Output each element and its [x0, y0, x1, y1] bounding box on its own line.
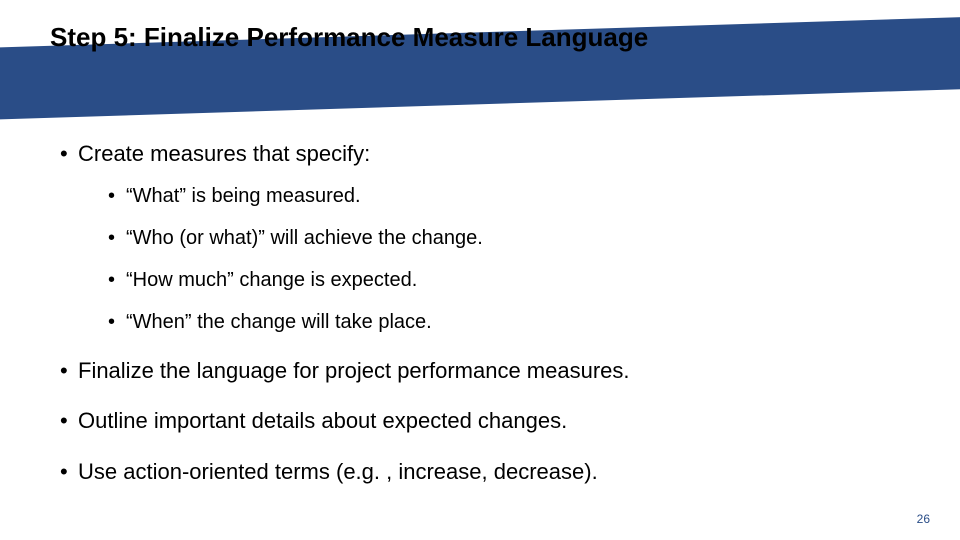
sub-bullet-text: “What” is being measured. — [126, 185, 361, 207]
content-area: Create measures that specify: “What” is … — [60, 140, 920, 508]
sub-bullet-item: “How much” change is expected. — [108, 267, 920, 293]
sub-bullet-item: “Who (or what)” will achieve the change. — [108, 225, 920, 251]
bullet-item: Create measures that specify: “What” is … — [60, 140, 920, 335]
bullet-item: Finalize the language for project perfor… — [60, 357, 920, 386]
bullet-item: Use action-oriented terms (e.g. , increa… — [60, 458, 920, 487]
slide-title: Step 5: Finalize Performance Measure Lan… — [50, 22, 648, 53]
sub-bullet-item: “What” is being measured. — [108, 183, 920, 209]
bullet-text: Finalize the language for project perfor… — [78, 358, 630, 383]
sub-bullet-text: “When” the change will take place. — [126, 311, 432, 333]
bullet-text: Outline important details about expected… — [78, 408, 567, 433]
sub-bullet-list: “What” is being measured. “Who (or what)… — [108, 183, 920, 335]
bullet-text: Create measures that specify: — [78, 141, 370, 166]
bullet-text: Use action-oriented terms (e.g. , increa… — [78, 459, 598, 484]
sub-bullet-item: “When” the change will take place. — [108, 309, 920, 335]
bullet-item: Outline important details about expected… — [60, 407, 920, 436]
main-bullet-list: Create measures that specify: “What” is … — [60, 140, 920, 486]
page-number: 26 — [917, 512, 930, 526]
sub-bullet-text: “How much” change is expected. — [126, 269, 417, 291]
sub-bullet-text: “Who (or what)” will achieve the change. — [126, 227, 483, 249]
